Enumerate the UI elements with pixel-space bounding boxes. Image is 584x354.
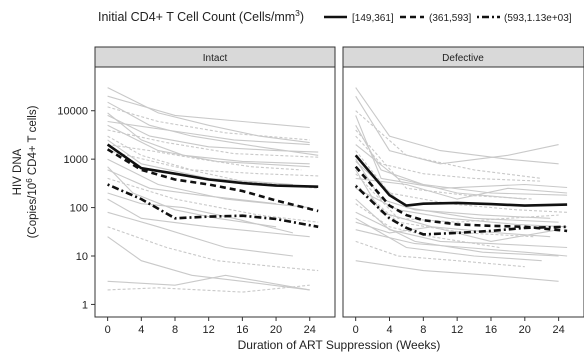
x-tick-label: 0 <box>353 324 359 336</box>
panel-frame-1 <box>342 66 584 318</box>
individual-line <box>107 169 277 205</box>
panel-frame-0 <box>94 66 336 318</box>
individual-line <box>107 106 310 141</box>
individual-line <box>107 101 319 156</box>
individual-line <box>355 177 568 200</box>
y-axis-title-line2: (Copies/106 CD4+ T cells) <box>25 105 39 238</box>
individual-line <box>355 217 542 262</box>
individual-line <box>355 187 568 228</box>
x-tick-label: 12 <box>451 324 463 336</box>
individual-line <box>355 129 534 200</box>
y-tick-label: 100 <box>70 203 88 215</box>
legend-label-3: (593,1.13e+03] <box>504 13 572 24</box>
x-tick-label: 4 <box>386 324 392 336</box>
strip-intact-label: Intact <box>203 53 228 64</box>
individual-line <box>107 144 302 171</box>
individual-line <box>355 150 568 213</box>
y-tick-label: 10000 <box>57 106 88 118</box>
x-axis-defective: 0 4 8 12 16 20 24 <box>353 317 565 336</box>
legend-label-2: (361,593] <box>429 13 471 24</box>
individual-line <box>107 284 310 293</box>
y-axis-title-pre: (Copies/10 <box>27 183 39 239</box>
individual-line <box>107 226 319 272</box>
individual-line <box>107 95 310 129</box>
x-axis-title: Duration of ART Suppression (Weeks) <box>238 338 441 352</box>
x-tick-label: 4 <box>138 324 144 336</box>
x-tick-label: 16 <box>485 324 497 336</box>
individual-line <box>107 211 293 257</box>
individual-line <box>355 240 525 268</box>
x-tick-label: 8 <box>172 324 178 336</box>
x-tick-label: 24 <box>553 324 565 336</box>
y-axis-title-sup: 6 <box>25 178 34 183</box>
individual-line <box>107 198 310 238</box>
strip-defective-label: Defective <box>442 53 484 64</box>
y-axis-title-line1: HIV DNA <box>12 148 24 195</box>
individual-line <box>355 229 568 257</box>
individual-line <box>355 211 559 257</box>
individual-line <box>355 110 542 179</box>
legend: Initial CD4+ T Cell Count (Cells/mm3) [1… <box>98 8 572 24</box>
individual-line <box>107 274 310 291</box>
x-tick-label: 24 <box>304 324 316 336</box>
panel-intact <box>94 66 336 318</box>
individual-line <box>355 203 500 249</box>
x-axis-intact: 0 4 8 12 16 20 24 <box>105 317 316 336</box>
individual-line <box>107 112 310 165</box>
individual-line <box>107 87 310 144</box>
individual-line <box>355 173 559 223</box>
x-tick-label: 0 <box>105 324 111 336</box>
individual-line <box>355 221 559 242</box>
individual-line <box>355 115 568 189</box>
y-tick-label: 1 <box>82 299 88 311</box>
individual-line <box>107 177 319 223</box>
individual-line <box>107 129 319 158</box>
mean-line-dashed <box>354 165 568 233</box>
individual-line <box>355 135 542 182</box>
y-axis-title-post: CD4+ T cells) <box>27 105 39 178</box>
y-tick-label: 1000 <box>64 154 88 166</box>
panel-defective <box>342 66 584 318</box>
x-tick-label: 20 <box>519 324 531 336</box>
legend-title: Initial CD4+ T Cell Count (Cells/mm3) <box>98 8 304 24</box>
mean-line-solid <box>106 143 319 188</box>
individual-line <box>107 120 310 146</box>
individual-line <box>107 158 310 209</box>
legend-title-sup: 3 <box>295 8 300 18</box>
x-tick-label: 12 <box>203 324 215 336</box>
individual-line <box>355 184 534 238</box>
y-tick-label: 10 <box>76 251 88 263</box>
x-tick-label: 8 <box>420 324 426 336</box>
mean-line-solid <box>354 154 568 207</box>
legend-label-1: [149,361] <box>352 13 394 24</box>
x-tick-label: 20 <box>270 324 282 336</box>
mean-line-dotdash <box>107 183 319 229</box>
legend-title-end: ) <box>300 10 304 24</box>
individual-line <box>355 260 559 282</box>
y-axis: 1 10 100 1000 10000 <box>57 106 95 311</box>
x-tick-label: 16 <box>236 324 248 336</box>
legend-title-main: Initial CD4+ T Cell Count (Cells/mm <box>98 10 295 24</box>
individual-line <box>107 192 294 234</box>
individual-line <box>107 236 310 291</box>
mean-line-dotdash <box>354 184 568 236</box>
individual-line <box>107 166 277 228</box>
individual-line <box>355 95 559 165</box>
individual-line <box>355 87 559 165</box>
